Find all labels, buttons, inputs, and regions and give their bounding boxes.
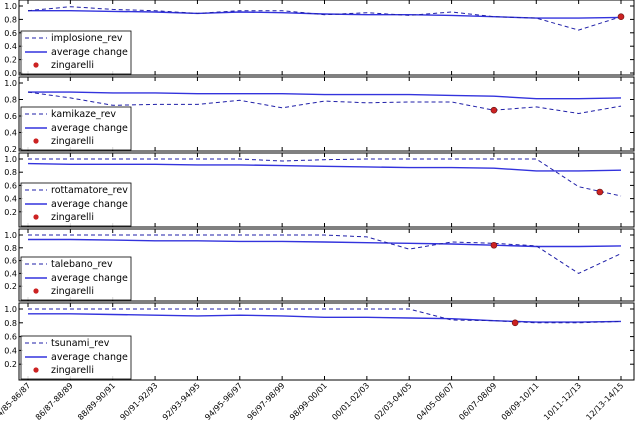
legend-marker-swatch	[33, 214, 39, 220]
legend-label-avg: average change	[51, 352, 128, 363]
x-tick-label: 02/03-04/05	[373, 381, 414, 422]
legend-label-marker: zingarelli	[51, 136, 94, 147]
average-change-line	[28, 9, 622, 19]
x-tick-label: 08/09-10/11	[500, 381, 541, 422]
y-tick-label: 0.0	[4, 69, 17, 78]
x-tick-label: 96/97-98/99	[246, 381, 287, 422]
panel-frame	[18, 152, 635, 228]
zingarelli-marker	[596, 188, 604, 196]
rev-line	[27, 6, 622, 31]
average-change-line	[28, 91, 622, 100]
zingarelli-marker	[490, 106, 498, 114]
y-tick-label: 0.8	[4, 15, 17, 24]
legend-label-avg: average change	[51, 47, 128, 58]
y-tick-label: 0.4	[4, 346, 17, 355]
x-tick-label: 94/95-96/97	[203, 381, 244, 422]
x-tick-label: 84/85-86/87	[0, 381, 32, 422]
legend-marker-swatch	[33, 62, 39, 68]
y-tick-label: 1.0	[4, 79, 17, 88]
y-tick-label: 0.4	[4, 269, 17, 278]
rev-line	[27, 91, 622, 115]
y-tick-label: 0.8	[4, 244, 17, 253]
rev-line	[28, 308, 622, 324]
rev-line	[28, 158, 622, 197]
rev-line	[28, 234, 622, 274]
panel-frame	[18, 0, 635, 76]
y-tick-label: 0.2	[4, 208, 17, 217]
y-tick-label: 0.6	[4, 333, 17, 342]
panel-frame	[18, 228, 635, 302]
y-tick-label: 0.6	[4, 181, 17, 190]
x-tick-label: 92/93-94/95	[161, 381, 202, 422]
average-change-line	[27, 162, 622, 172]
x-tick-label: 90/91-92/93	[118, 381, 159, 422]
y-tick-label: 0.8	[4, 319, 17, 328]
legend-label-rev: tsunami_rev	[51, 338, 110, 349]
x-tick-label: 98/99-00/01	[288, 381, 329, 422]
x-tick-label: 06/07-08/09	[457, 381, 498, 422]
y-tick-label: 1.0	[4, 305, 17, 314]
legend-label-marker: zingarelli	[51, 286, 94, 297]
legend-label-rev: talebano_rev	[51, 259, 113, 270]
legend-label-avg: average change	[51, 273, 128, 284]
legend-label-rev: implosione_rev	[51, 33, 123, 44]
zingarelli-marker	[511, 319, 519, 327]
y-tick-label: 0.6	[4, 29, 17, 38]
y-tick-label: 0.2	[4, 145, 17, 154]
x-tick-label: 12/13-14/15	[584, 381, 625, 422]
legend-label-marker: zingarelli	[51, 365, 94, 376]
y-tick-label: 0.8	[4, 168, 17, 177]
legend-label-avg: average change	[51, 123, 128, 134]
average-change-line	[28, 313, 622, 323]
legend-marker-swatch	[33, 288, 39, 294]
legend-label-marker: zingarelli	[51, 60, 94, 71]
y-tick-label: 1.0	[4, 155, 17, 164]
y-tick-label: 0.6	[4, 112, 17, 121]
y-tick-label: 0.4	[4, 195, 17, 204]
zingarelli-marker	[490, 241, 498, 249]
legend-marker-swatch	[33, 138, 39, 144]
y-tick-label: 0.6	[4, 257, 17, 266]
legend-label-rev: kamikaze_rev	[51, 109, 116, 120]
y-tick-label: 1.0	[4, 231, 17, 240]
y-tick-label: 1.0	[4, 2, 17, 11]
y-tick-label: 0.2	[4, 282, 17, 291]
legend-label-avg: average change	[51, 199, 128, 210]
y-tick-label: 0.2	[4, 360, 17, 369]
legend-marker-swatch	[33, 367, 39, 373]
y-tick-label: 0.4	[4, 42, 17, 51]
y-tick-label: 0.2	[4, 56, 17, 65]
panel-frame	[18, 76, 635, 152]
x-tick-label: 00/01-02/03	[330, 381, 371, 422]
x-tick-label: 88/89-90/91	[76, 381, 117, 422]
y-tick-label: 0.8	[4, 96, 17, 105]
x-tick-label: 86/87-88/89	[34, 381, 75, 422]
panel-frame	[18, 302, 635, 381]
average-change-line	[28, 238, 622, 248]
y-tick-label: 0.4	[4, 129, 17, 138]
panel-1: 0.0 0.2 0.4 0.6 0.8 1.0 implosione_revaverage …	[4, 0, 635, 78]
legend-label-rev: rottamatore_rev	[51, 185, 128, 196]
legend-label-marker: zingarelli	[51, 212, 94, 223]
x-tick-label: 10/11-12/13	[542, 381, 583, 422]
x-tick-label: 04/05-06/07	[415, 381, 456, 422]
zingarelli-marker	[617, 13, 625, 21]
